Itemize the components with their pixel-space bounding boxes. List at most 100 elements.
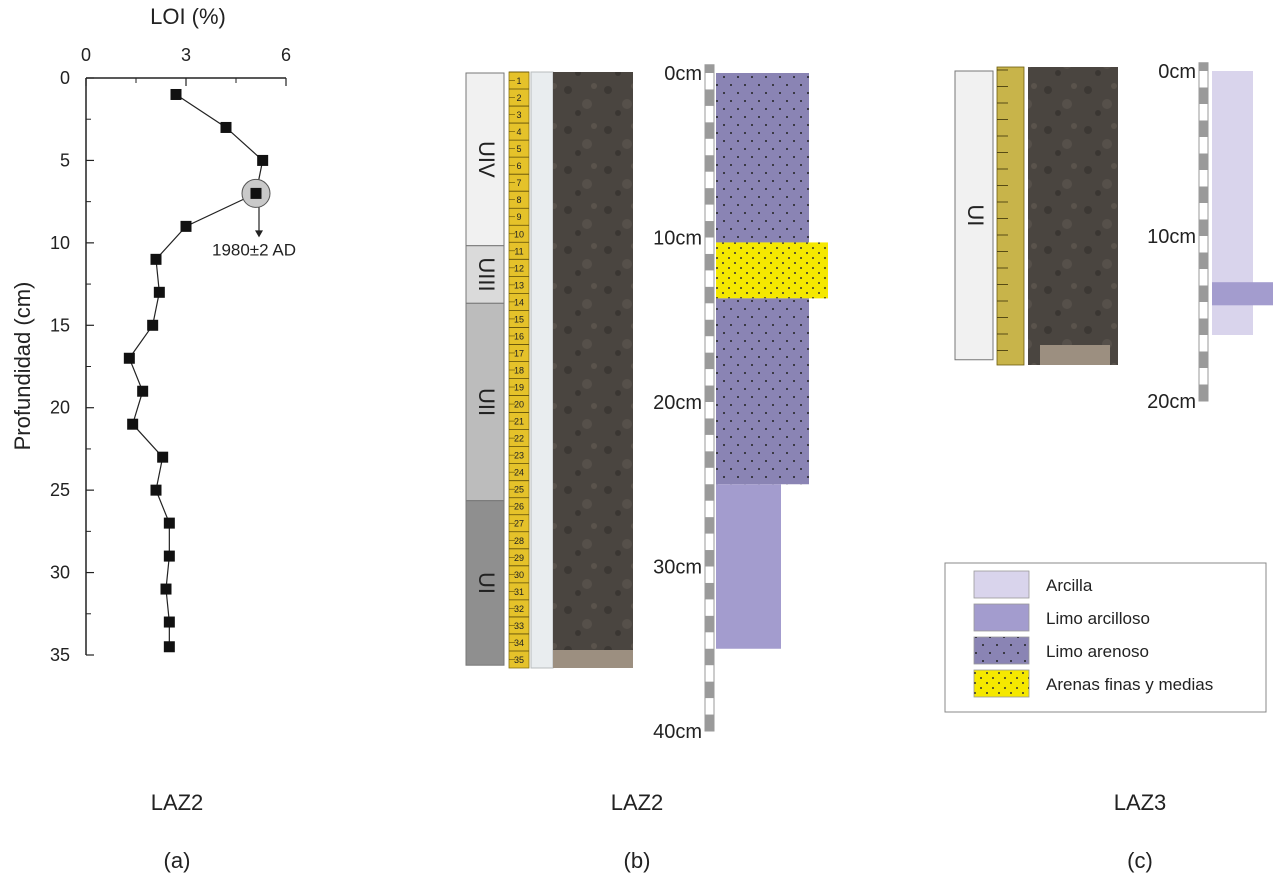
data-point	[163, 616, 175, 628]
data-point	[137, 385, 149, 397]
scale-segment	[705, 352, 714, 370]
ruler-number: 10	[514, 229, 524, 239]
x-tick-marks	[85, 78, 287, 86]
lithology-pattern	[716, 242, 828, 299]
legend-label: Arcilla	[1046, 576, 1093, 595]
scale-segment	[705, 418, 714, 435]
depth-label: 30cm	[653, 557, 702, 579]
ruler-number: 28	[514, 536, 524, 546]
scale-segment	[705, 64, 714, 73]
data-point	[257, 154, 269, 166]
scale-segment	[705, 188, 714, 205]
core-base	[1040, 345, 1110, 365]
y-axis-label: Profundidad (cm)	[10, 282, 35, 451]
lithology-layer	[716, 484, 781, 649]
ruler-number: 24	[514, 468, 524, 478]
depth-label: 20cm	[1147, 391, 1196, 413]
ruler-number: 13	[514, 280, 524, 290]
unit-box	[954, 70, 994, 361]
ruler-number: 8	[516, 195, 521, 205]
depth-scale	[704, 64, 715, 732]
data-point	[160, 583, 172, 595]
scale-segment	[1199, 351, 1208, 368]
lithology-pattern	[716, 73, 809, 243]
ruler-number: 21	[514, 417, 524, 427]
ruler-number: 32	[514, 604, 524, 614]
unit-label: UII	[474, 388, 499, 416]
scale-segment	[705, 714, 714, 731]
ruler-number: 30	[514, 570, 524, 580]
ruler-number: 6	[516, 161, 521, 171]
data-point	[150, 484, 162, 496]
unit-column: UI	[954, 70, 994, 361]
panel-b-letter: (b)	[624, 848, 651, 873]
loi-series-line	[128, 93, 264, 647]
ruler-marks: 1234567891011121314151617181920212223242…	[509, 71, 529, 665]
scale-segment	[705, 517, 714, 534]
unit-box	[465, 245, 505, 304]
scale-segment	[705, 484, 714, 501]
legend-label: Arenas finas y medias	[1046, 675, 1213, 694]
unit-label: UI	[963, 204, 988, 226]
lithology-layer	[1212, 282, 1273, 306]
y-tick-labels: 0 5 10 15 20 25 30 35	[50, 68, 70, 665]
core-photo	[1028, 67, 1118, 365]
scale-segment	[705, 451, 714, 468]
ruler-number: 12	[514, 263, 524, 273]
depth-labels: 0cm 10cm 20cm	[1147, 61, 1196, 413]
legend-label: Limo arenoso	[1046, 642, 1149, 661]
data-point	[170, 88, 182, 100]
y-tick-label: 10	[50, 233, 70, 253]
x-tick-label: 0	[81, 45, 91, 65]
ruler	[996, 66, 1025, 366]
legend-swatch	[973, 603, 1030, 632]
data-point	[220, 121, 232, 133]
core-photo	[553, 72, 633, 668]
y-tick-label: 25	[50, 480, 70, 500]
ruler-number: 18	[514, 365, 524, 375]
ruler-number: 14	[514, 297, 524, 307]
data-point	[157, 451, 169, 463]
panel-a: LOI (%) 0 3 6 0 5 10 15 20 25 30 35 Profundidad (…	[10, 4, 296, 873]
panel-c: UI 0cm 10cm 20cm LAZ3 (c)	[954, 61, 1273, 873]
scale-segment	[705, 286, 714, 304]
ruler-number: 31	[514, 587, 524, 597]
depth-scale	[1198, 62, 1209, 402]
ruler-number: 1	[516, 76, 521, 86]
data-point	[150, 253, 162, 265]
scale-segment	[1199, 219, 1208, 236]
scale-segment	[1199, 186, 1208, 203]
ruler-number: 34	[514, 638, 524, 648]
scale-segment	[705, 319, 714, 337]
ruler-number: 2	[516, 93, 521, 103]
ruler-number: 4	[516, 127, 521, 137]
ruler-number: 7	[516, 178, 521, 188]
lithology-column	[1212, 71, 1273, 335]
ruler-number: 25	[514, 485, 524, 495]
depth-labels: 0cm 10cm 20cm 30cm 40cm	[653, 63, 702, 743]
panel-c-title: LAZ3	[1114, 790, 1167, 815]
depth-label: 20cm	[653, 392, 702, 414]
core-base	[553, 650, 633, 668]
ruler-marks	[997, 69, 1008, 351]
ruler-number: 3	[516, 110, 521, 120]
ruler-number: 33	[514, 621, 524, 631]
data-point	[180, 220, 192, 232]
unit-column: UIV UIII UII UI	[465, 72, 505, 666]
ruler-number: 23	[514, 451, 524, 461]
y-tick-label: 35	[50, 645, 70, 665]
scale-segment	[1199, 62, 1208, 71]
ruler-number: 20	[514, 400, 524, 410]
scale-segment	[705, 253, 714, 271]
ruler-number: 35	[514, 655, 524, 665]
data-point	[123, 352, 135, 364]
ruler-number: 22	[514, 434, 524, 444]
scale-segment	[705, 155, 714, 172]
unit-label: UIII	[474, 257, 499, 291]
core-tube	[530, 71, 554, 669]
scale-segment	[705, 648, 714, 666]
date-annotation: 1980±2 AD	[212, 240, 296, 259]
ruler-number: 15	[514, 314, 524, 324]
